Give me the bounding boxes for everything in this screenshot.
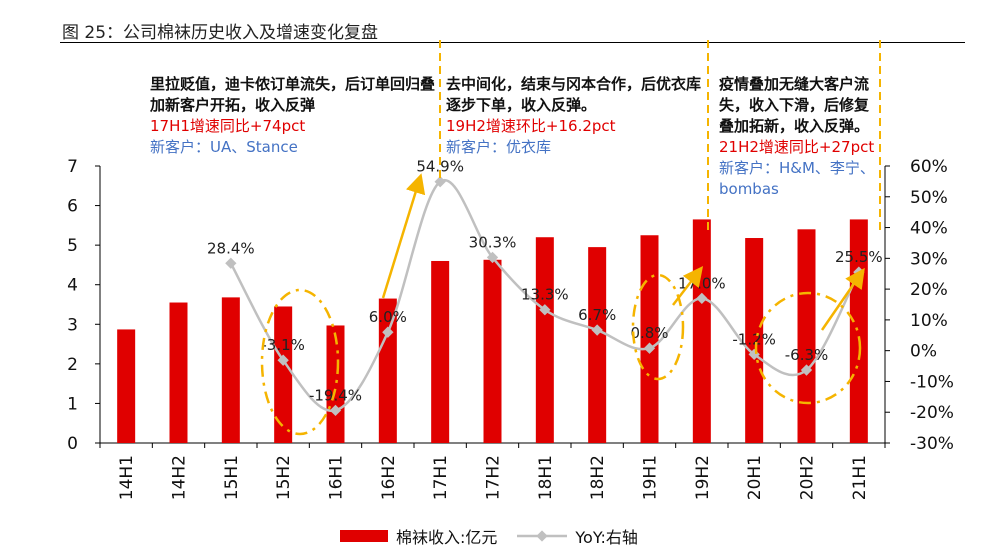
bar-18H1 (535, 237, 554, 443)
x-tick-label: 19H1 (641, 455, 661, 500)
yoy-label: 54.9% (416, 158, 464, 176)
legend-bar-label: 棉袜收入:亿元 (396, 528, 498, 547)
annotation-text: 里拉贬值，迪卡侬订单流失，后订单回归叠加新客户开拓，收入反弹 (150, 75, 436, 114)
x-tick-label: 15H1 (222, 455, 242, 500)
yoy-label: 25.5% (835, 248, 883, 266)
yoy-label: -6.3% (785, 346, 829, 364)
bar-16H1 (326, 325, 345, 443)
yoy-point-20H2 (800, 364, 813, 376)
x-tick-label: 14H1 (117, 455, 137, 500)
bar-15H2 (274, 306, 293, 443)
legend-bar-swatch (340, 530, 388, 542)
annotation-blue: 新客户：UA、Stance (150, 138, 298, 156)
yoy-label: 30.3% (469, 233, 517, 251)
right-tick-label: 60% (910, 157, 948, 177)
yoy-point-19H2 (696, 292, 708, 305)
x-tick-label: 18H1 (536, 455, 556, 500)
annotation-red: 17H1增速同比+74pct (150, 117, 306, 135)
yoy-label: -1.2% (732, 330, 776, 348)
right-tick-label: -20% (910, 403, 954, 423)
annotation-text: 疫情叠加无缝大客户流失，收入下滑，后修复叠加拓新，收入反弹。 (719, 75, 870, 135)
x-tick-label: 18H2 (588, 455, 608, 500)
yellow-arrow (672, 266, 704, 306)
yoy-label: -19.4% (309, 386, 362, 404)
title-rule (60, 42, 965, 43)
right-tick-label: 30% (910, 249, 948, 269)
left-tick-label: 4 (67, 276, 78, 296)
bar-16H2 (378, 298, 397, 443)
dashed-ellipse (754, 291, 862, 405)
right-tick-label: 0% (910, 342, 937, 362)
x-tick-label: 19H2 (693, 455, 713, 500)
x-tick-label: 14H2 (170, 455, 190, 500)
bar-17H2 (483, 259, 502, 443)
left-tick-label: 7 (67, 157, 78, 177)
annotation-red: 21H2增速同比+27pct (719, 138, 875, 156)
right-tick-label: -10% (910, 372, 954, 392)
yoy-point-18H2 (591, 324, 603, 336)
x-tick-label: 15H2 (274, 455, 294, 500)
bar-14H2 (169, 302, 188, 443)
yoy-point-16H1 (329, 404, 342, 417)
annotation-text: 去中间化，结束与冈本合作，后优衣库逐步下单，收入反弹。 (446, 75, 702, 114)
yoy-label: 6.7% (578, 306, 616, 324)
dashed-ellipse (631, 273, 685, 381)
right-tick-label: 20% (910, 280, 948, 300)
bar-19H2 (692, 219, 711, 443)
legend: 棉袜收入:亿元 YoY:右轴 (340, 524, 638, 548)
bar-14H1 (117, 329, 136, 443)
x-tick-label: 17H1 (431, 455, 451, 500)
annotation-blue: 新客户：H&M、李宁、bombas (719, 159, 875, 198)
bar-17H1 (431, 260, 450, 443)
annotation-2: 去中间化，结束与冈本合作，后优衣库逐步下单，收入反弹。 19H2增速环比+16.… (446, 74, 704, 158)
yellow-arrow (820, 267, 865, 331)
annotation-1: 里拉贬值，迪卡侬订单流失，后订单回归叠加新客户开拓，收入反弹 17H1增速同比+… (150, 74, 440, 158)
yoy-point-15H2 (277, 354, 289, 366)
dashed-ellipse (260, 288, 340, 436)
left-tick-label: 5 (67, 236, 78, 256)
yoy-point-18H1 (539, 304, 551, 316)
bar-20H1 (745, 238, 764, 443)
yoy-point-16H2 (382, 326, 394, 338)
right-tick-label: -30% (910, 434, 954, 454)
left-tick-label: 3 (67, 315, 78, 335)
right-tick-label: 50% (910, 188, 948, 208)
annotation-blue: 新客户：优衣库 (446, 138, 552, 156)
yoy-point-17H2 (486, 251, 499, 264)
bar-20H2 (797, 229, 816, 443)
bar-18H2 (588, 247, 607, 443)
x-tick-label: 17H2 (484, 455, 504, 500)
left-tick-label: 1 (67, 394, 78, 414)
yoy-label: 28.4% (207, 239, 255, 257)
legend-line-label: YoY:右轴 (575, 528, 638, 547)
left-tick-label: 6 (67, 197, 78, 217)
annotation-3: 疫情叠加无缝大客户流失，收入下滑，后修复叠加拓新，收入反弹。 21H2增速同比+2… (719, 74, 877, 200)
x-tick-label: 20H2 (798, 455, 818, 500)
yoy-point-17H1 (434, 176, 446, 188)
x-tick-label: 21H1 (850, 455, 870, 500)
yoy-label: -3.1% (261, 336, 305, 354)
yoy-point-15H1 (225, 257, 237, 269)
left-tick-label: 0 (67, 434, 78, 454)
figure-title: 图 25：公司棉袜历史收入及增速变化复盘 (62, 23, 379, 43)
yoy-label: 6.0% (369, 308, 407, 326)
legend-line-swatch (517, 530, 568, 542)
yoy-point-19H1 (643, 342, 656, 354)
x-tick-label: 20H1 (745, 455, 765, 500)
right-tick-label: 40% (910, 219, 948, 239)
right-tick-label: 10% (910, 311, 948, 331)
yoy-label: 0.8% (630, 324, 668, 342)
x-tick-label: 16H1 (327, 455, 347, 500)
x-tick-label: 16H2 (379, 455, 399, 500)
yellow-arrow (381, 173, 426, 299)
bar-15H1 (221, 297, 240, 443)
left-tick-label: 2 (67, 355, 78, 375)
bar-19H1 (640, 235, 659, 443)
annotation-red: 19H2增速环比+16.2pct (446, 117, 616, 135)
yoy-label: 13.3% (521, 286, 569, 304)
